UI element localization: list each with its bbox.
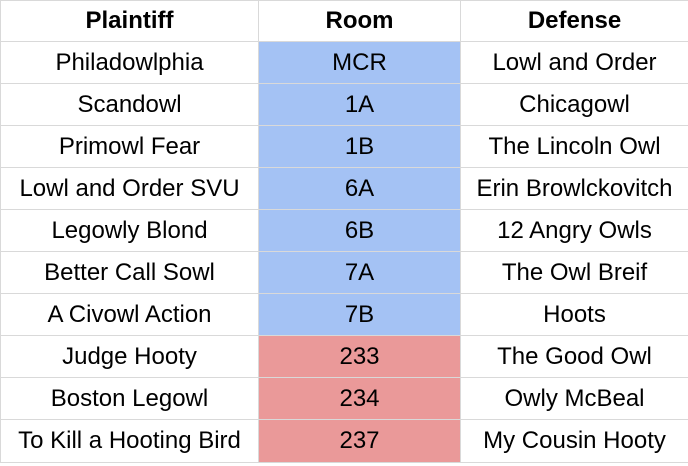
room-cell[interactable]: 7A	[258, 251, 461, 294]
header-defense[interactable]: Defense	[460, 0, 688, 42]
defense-cell[interactable]: My Cousin Hooty	[460, 419, 688, 463]
plaintiff-cell[interactable]: Better Call Sowl	[0, 251, 259, 294]
table-row: To Kill a Hooting Bird 237 My Cousin Hoo…	[0, 419, 688, 463]
defense-cell[interactable]: Erin Browlckovitch	[460, 167, 688, 210]
plaintiff-cell[interactable]: To Kill a Hooting Bird	[0, 419, 259, 463]
table-row: Scandowl 1A Chicagowl	[0, 83, 688, 126]
header-plaintiff[interactable]: Plaintiff	[0, 0, 259, 42]
room-cell[interactable]: 7B	[258, 293, 461, 336]
room-cell[interactable]: MCR	[258, 41, 461, 84]
table-row: A Civowl Action 7B Hoots	[0, 293, 688, 336]
table-row: Legowly Blond 6B 12 Angry Owls	[0, 209, 688, 252]
plaintiff-cell[interactable]: Scandowl	[0, 83, 259, 126]
defense-cell[interactable]: 12 Angry Owls	[460, 209, 688, 252]
room-cell[interactable]: 6B	[258, 209, 461, 252]
table-row: Lowl and Order SVU 6A Erin Browlckovitch	[0, 167, 688, 210]
header-row: Plaintiff Room Defense	[0, 0, 688, 42]
table-row: Judge Hooty 233 The Good Owl	[0, 335, 688, 378]
defense-cell[interactable]: Lowl and Order	[460, 41, 688, 84]
room-cell[interactable]: 234	[258, 377, 461, 420]
table-row: Philadowlphia MCR Lowl and Order	[0, 41, 688, 84]
room-cell[interactable]: 1A	[258, 83, 461, 126]
plaintiff-cell[interactable]: Lowl and Order SVU	[0, 167, 259, 210]
defense-cell[interactable]: Hoots	[460, 293, 688, 336]
room-cell[interactable]: 237	[258, 419, 461, 463]
room-cell[interactable]: 233	[258, 335, 461, 378]
table-row: Boston Legowl 234 Owly McBeal	[0, 377, 688, 420]
table-row: Primowl Fear 1B The Lincoln Owl	[0, 125, 688, 168]
plaintiff-cell[interactable]: Legowly Blond	[0, 209, 259, 252]
room-cell[interactable]: 1B	[258, 125, 461, 168]
plaintiff-cell[interactable]: Judge Hooty	[0, 335, 259, 378]
plaintiff-cell[interactable]: A Civowl Action	[0, 293, 259, 336]
plaintiff-cell[interactable]: Philadowlphia	[0, 41, 259, 84]
room-cell[interactable]: 6A	[258, 167, 461, 210]
plaintiff-cell[interactable]: Boston Legowl	[0, 377, 259, 420]
defense-cell[interactable]: The Good Owl	[460, 335, 688, 378]
plaintiff-cell[interactable]: Primowl Fear	[0, 125, 259, 168]
defense-cell[interactable]: The Lincoln Owl	[460, 125, 688, 168]
defense-cell[interactable]: Owly McBeal	[460, 377, 688, 420]
defense-cell[interactable]: Chicagowl	[460, 83, 688, 126]
table-row: Better Call Sowl 7A The Owl Breif	[0, 251, 688, 294]
header-room[interactable]: Room	[258, 0, 461, 42]
defense-cell[interactable]: The Owl Breif	[460, 251, 688, 294]
